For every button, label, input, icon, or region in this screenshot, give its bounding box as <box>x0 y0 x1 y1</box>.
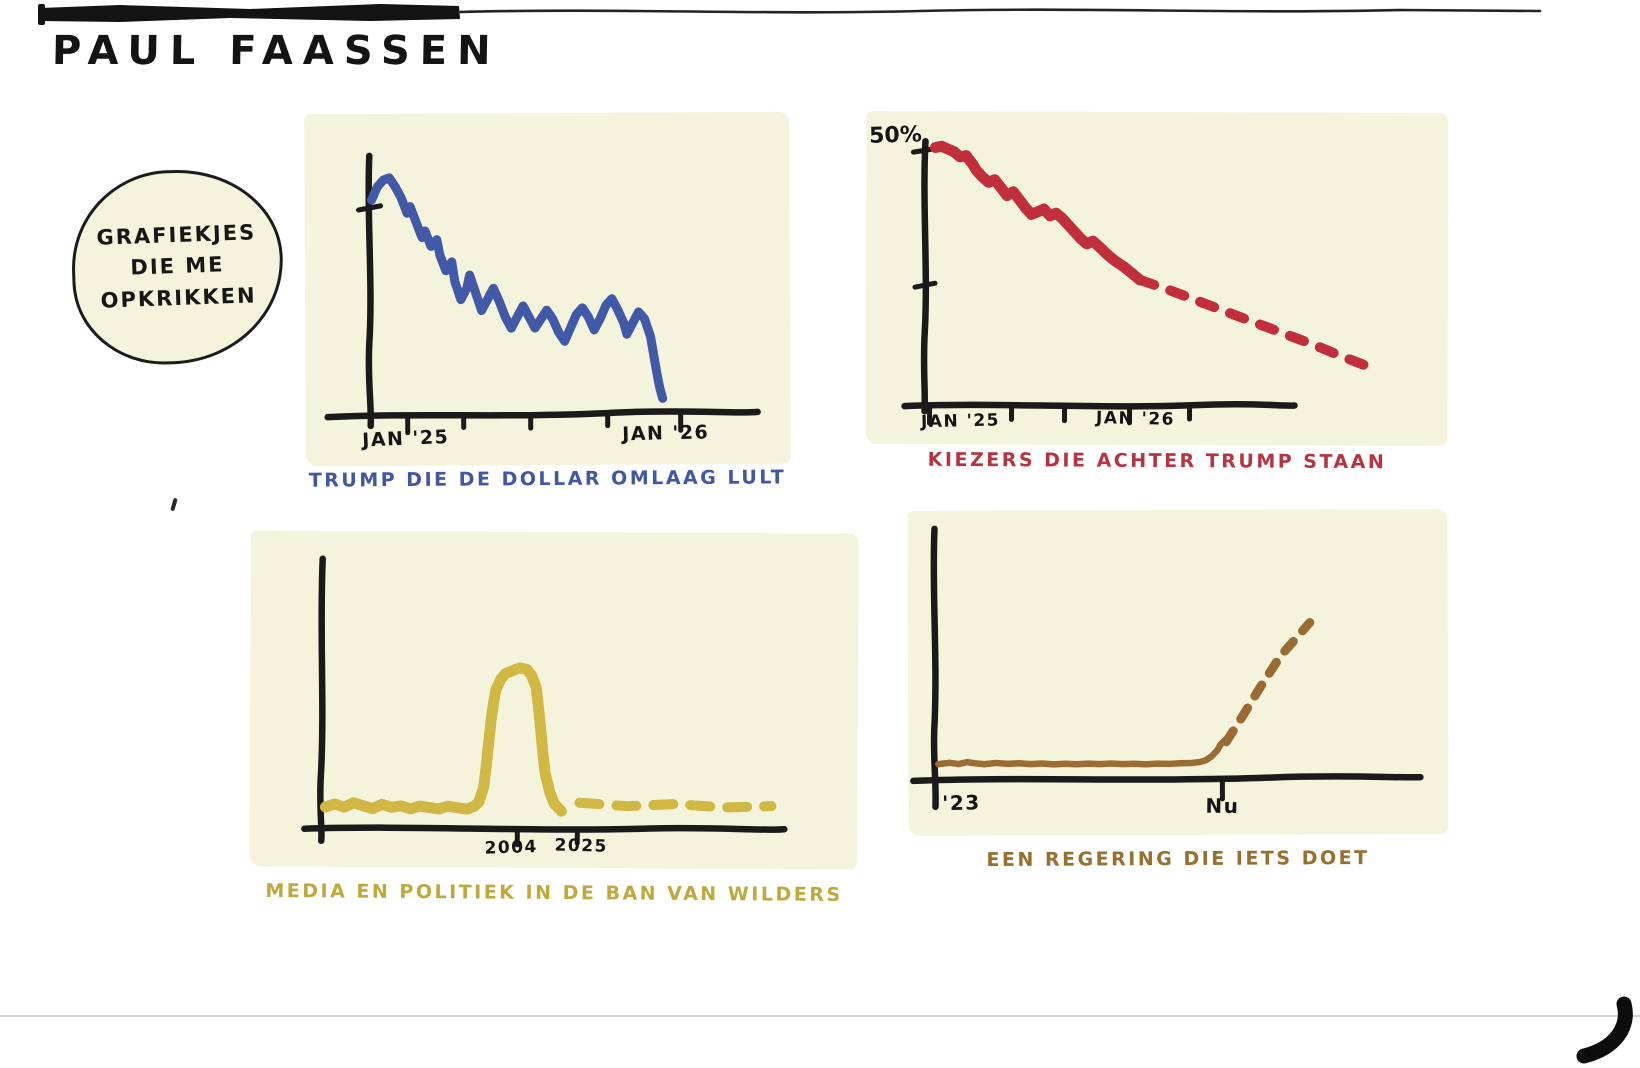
bubble-text-line-2: DIE ME <box>130 252 225 280</box>
regering-data-line-dashed <box>1221 618 1315 747</box>
bubble-text-line-1: GRAFIEKJES <box>96 219 257 250</box>
wilders-x-axis <box>301 824 788 833</box>
dollar-chart-caption: TRUMP DIE DE DOLLAR OMLAAG LULT <box>308 466 787 492</box>
comma-stroke <box>1576 996 1633 1064</box>
header-thick-bar <box>40 4 460 22</box>
header-bar-left-serif <box>38 4 45 25</box>
voters-tick-label-jan25: JAN '25 <box>920 410 1001 433</box>
speech-bubble: GRAFIEKJES DIE ME OPKRIKKEN <box>68 166 287 368</box>
header-ink-bar <box>38 4 1542 25</box>
regering-x-axis <box>910 773 1424 785</box>
wilders-data-line-dashed <box>574 797 777 813</box>
bottom-divider-rule <box>0 1015 1640 1017</box>
regering-tick-label-nu: Nu <box>1205 793 1240 819</box>
regering-tick-label-23: '23 <box>941 790 981 816</box>
voters-y-axis-top-label: 50% <box>868 122 923 149</box>
voters-chart-caption: KIEZERS DIE ACHTER TRUMP STAAN <box>927 448 1387 474</box>
voters-y-mid-tick <box>912 280 938 290</box>
wilders-y-axis <box>317 555 326 845</box>
wilders-tick-label-2025: 2025 <box>554 835 609 857</box>
corner-comma-mark <box>1576 996 1633 1064</box>
voters-x-axis <box>901 400 1298 410</box>
regering-chart-caption: EEN REGERING DIE IETS DOET <box>986 846 1370 872</box>
wilders-chart-caption: MEDIA EN POLITIEK IN DE BAN VAN WILDERS <box>265 879 843 907</box>
stray-ink-mark <box>170 497 178 512</box>
artist-name: PAUL FAASSEN <box>51 28 501 74</box>
dollar-chart-svg <box>324 152 761 436</box>
regering-data-line <box>935 735 1230 768</box>
regering-chart-svg <box>910 525 1424 811</box>
header-thin-line <box>457 8 1542 14</box>
voters-chart-svg <box>901 137 1378 426</box>
wilders-data-line <box>319 662 567 817</box>
chart-panel-wilders: 2004 2025 <box>249 530 859 870</box>
dollar-data-line <box>367 173 668 403</box>
voters-data-line <box>929 140 1146 286</box>
dollar-tick-label-jan26: JAN '26 <box>621 421 710 446</box>
bubble-text-line-3: OPKRIKKEN <box>100 283 257 313</box>
dollar-y-tick <box>356 203 384 213</box>
chart-panel-dollar: JAN '25 JAN '26 <box>304 111 791 467</box>
chart-panel-regering: '23 Nu <box>907 509 1449 836</box>
wilders-chart-svg <box>301 555 788 848</box>
dollar-x-axis <box>324 408 761 421</box>
voters-y-axis <box>920 137 930 415</box>
voters-data-line-dashed <box>1134 274 1378 374</box>
voters-tick-label-jan26: JAN '26 <box>1095 408 1176 430</box>
chart-panel-voters: 50% JAN '25 JAN '26 <box>865 110 1449 447</box>
